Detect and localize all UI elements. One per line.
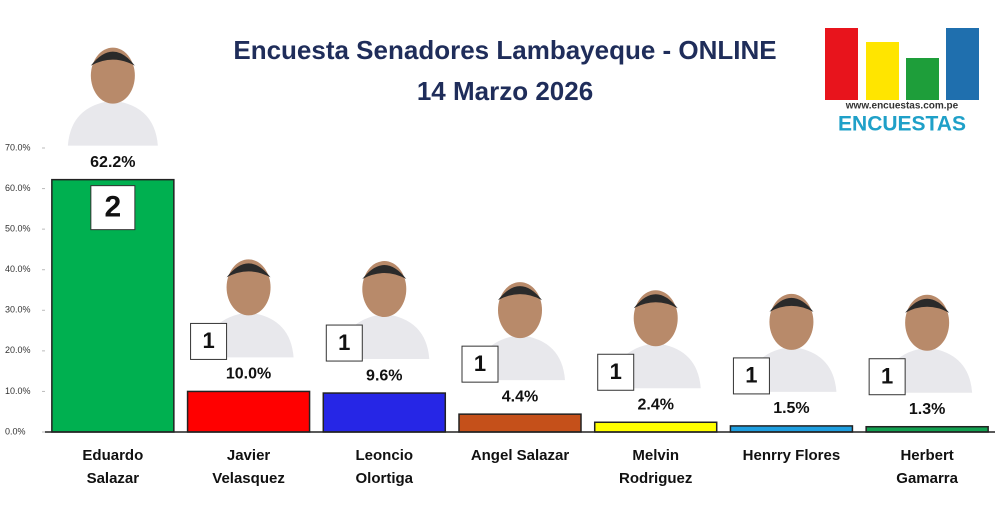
chart-title: Encuesta Senadores Lambayeque - ONLINE [233, 35, 776, 65]
seat-box [732, 357, 770, 395]
value-label: 2.4% [637, 396, 673, 413]
photo-part [633, 294, 678, 309]
bar [186, 390, 311, 433]
seat-box [190, 322, 228, 360]
bar [593, 421, 718, 433]
y-tick-label: 10.0% [5, 386, 31, 396]
seat-box [90, 185, 136, 231]
photo-part [905, 298, 950, 313]
photo-part [67, 100, 158, 146]
seat-count: 1 [881, 364, 893, 389]
logo-bar [906, 58, 939, 100]
y-tick-label: 30.0% [5, 305, 31, 315]
value-label: 4.4% [502, 388, 538, 405]
x-tick-label: Herbert Gamarra [896, 447, 958, 487]
photo-part [226, 263, 271, 278]
bar [865, 425, 989, 433]
y-tick-label: 20.0% [5, 345, 31, 355]
y-tick-label: 60.0% [5, 183, 31, 193]
x-tick-label: Eduardo Salazar [82, 447, 144, 487]
x-tick-label: Javier Velasquez [212, 447, 285, 487]
seat-box [868, 358, 906, 396]
candidate-photo [67, 47, 158, 146]
y-tick-label: 40.0% [5, 264, 31, 274]
y-tick-label: 50.0% [5, 224, 31, 234]
bar [322, 392, 447, 433]
bar [729, 425, 854, 433]
seat-count: 2 [105, 191, 122, 224]
seat-count: 1 [474, 351, 486, 376]
photo-part [498, 286, 542, 301]
seat-count: 1 [745, 363, 757, 388]
y-tick-label: 0.0% [5, 426, 26, 436]
bar [458, 413, 582, 433]
chart-subtitle: 14 Marzo 2026 [417, 76, 593, 106]
y-tick-label: 70.0% [5, 142, 31, 152]
x-tick-label: Henrry Flores [742, 447, 841, 464]
logo-bar [866, 42, 899, 100]
seat-count: 1 [338, 330, 350, 355]
logo: www.encuestas.com.pe ENCUESTAS [825, 28, 979, 136]
x-tick-label: Angel Salazar [470, 447, 570, 464]
photo-part [905, 294, 950, 351]
seat-count: 1 [610, 359, 622, 384]
photo-part [90, 47, 135, 104]
logo-url: www.encuestas.com.pe [845, 101, 959, 112]
photo-part [769, 293, 814, 350]
photo-part [769, 297, 814, 312]
x-tick-label: Melvin Rodriguez [619, 447, 693, 487]
photo-part [362, 265, 407, 280]
logo-bar [946, 28, 979, 100]
logo-brand: ENCUESTAS [838, 113, 966, 136]
seat-count: 1 [202, 328, 214, 353]
photo-part [633, 290, 678, 347]
photo-part [362, 261, 407, 318]
value-label: 10.0% [226, 366, 271, 383]
photo-part [226, 259, 271, 316]
seat-box [461, 345, 499, 383]
seat-box [325, 324, 363, 362]
value-label: 1.3% [909, 401, 945, 418]
x-tick-label: Leoncio Olortiga [355, 447, 414, 487]
value-label: 62.2% [90, 154, 135, 171]
photo-part [498, 282, 542, 339]
photo-part [90, 51, 135, 66]
value-label: 9.6% [366, 367, 402, 384]
logo-bar [825, 28, 858, 100]
value-label: 1.5% [773, 400, 809, 417]
seat-box [597, 353, 635, 391]
